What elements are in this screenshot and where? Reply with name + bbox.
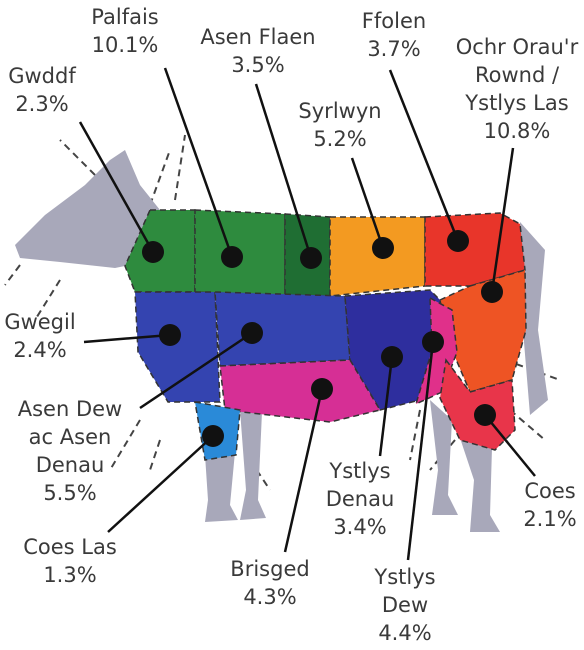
cut-dot <box>300 247 322 269</box>
region-gwegil <box>134 291 221 403</box>
leader-line <box>78 121 155 253</box>
cut-name: Rownd / <box>475 63 560 87</box>
cut-name: ac Asen <box>29 425 112 449</box>
region-asen-dew <box>214 291 351 367</box>
tail <box>520 222 548 415</box>
cut-name: Ochr Orau'r <box>456 35 579 59</box>
cut-name: Asen Flaen <box>200 25 315 49</box>
cut-name: Syrlwyn <box>298 99 381 123</box>
leader-line <box>107 435 214 533</box>
cut-share: 1.3% <box>43 563 96 587</box>
head <box>15 150 160 268</box>
cut-name: Ystlys <box>373 565 435 589</box>
cut-dot <box>241 322 263 344</box>
region-brisged <box>219 359 382 423</box>
cut-name: Dew <box>382 593 428 617</box>
cut-share: 2.4% <box>13 338 66 362</box>
cut-dot <box>474 404 496 426</box>
cut-share: 5.5% <box>43 481 96 505</box>
leader-line <box>350 157 385 249</box>
cut-name: Brisged <box>230 557 309 581</box>
cut-name: Ystlys Las <box>464 91 568 115</box>
cut-share: 4.4% <box>378 621 431 645</box>
cut-name: Denau <box>326 487 395 511</box>
leg <box>430 400 458 515</box>
leader-line <box>406 341 435 561</box>
leg <box>240 410 266 520</box>
cut-name: Ffolen <box>362 9 426 33</box>
cut-share: 4.3% <box>243 585 296 609</box>
leader-line <box>139 331 253 410</box>
decorative-dashes <box>4 134 561 491</box>
leader-line <box>484 414 536 477</box>
cut-dot <box>381 346 403 368</box>
cut-name: Ystlys <box>328 459 390 483</box>
leader-line <box>283 388 324 553</box>
cut-share: 2.3% <box>15 92 68 116</box>
cut-dot <box>159 324 181 346</box>
cut-name: Denau <box>36 453 105 477</box>
cut-share: 3.5% <box>231 53 284 77</box>
cut-share: 2.1% <box>523 507 576 531</box>
cut-dot <box>481 281 503 303</box>
cut-dot <box>447 230 469 252</box>
leg <box>460 438 500 532</box>
cut-dot <box>311 378 333 400</box>
labels: Palfais 10.1% Asen Flaen 3.5% Ffolen 3.7% Gwdd… <box>4 5 578 645</box>
cut-share: 10.1% <box>92 33 159 57</box>
cut-dot <box>221 246 243 268</box>
cut-dot <box>202 425 224 447</box>
cut-name: Coes <box>524 479 575 503</box>
cut-share: 10.8% <box>484 119 551 143</box>
cut-name: Gwegil <box>4 310 75 334</box>
cut-share: 3.7% <box>367 37 420 61</box>
cut-share: 3.4% <box>333 515 386 539</box>
leader-line <box>388 69 460 242</box>
leg <box>205 452 238 522</box>
leader-line <box>254 83 313 259</box>
cut-name: Asen Dew <box>18 397 122 421</box>
cut-name: Palfais <box>91 5 158 29</box>
dash-lines <box>4 134 561 491</box>
cut-dot <box>422 331 444 353</box>
cut-dot <box>372 237 394 259</box>
cut-share: 5.2% <box>313 127 366 151</box>
cut-name: Coes Las <box>23 535 117 559</box>
cut-dot <box>142 241 164 263</box>
leader-line <box>490 147 515 293</box>
leader-line <box>378 356 394 457</box>
leader-line <box>163 67 234 258</box>
leader-line <box>83 333 171 344</box>
cut-name: Gwddf <box>8 64 76 88</box>
